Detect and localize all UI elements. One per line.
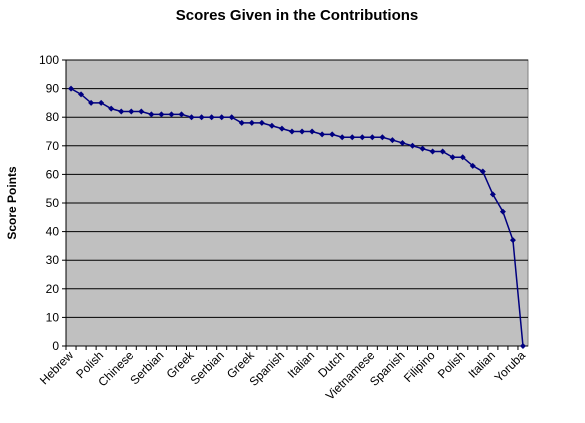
chart-title: Scores Given in the Contributions [176,7,419,24]
data-point [68,85,75,92]
x-tick-label: Italian [285,348,318,381]
data-point [248,119,255,126]
data-point [78,91,85,98]
data-point [138,108,145,115]
data-point [459,154,466,161]
data-point [218,114,225,121]
data-point [359,134,366,141]
y-tick-label: 30 [46,253,60,267]
data-point [419,145,426,152]
data-point [188,114,195,121]
data-point [369,134,376,141]
data-point [329,131,336,138]
data-point [499,208,506,215]
data-point [389,137,396,144]
data-point [309,128,316,135]
data-point [268,122,275,129]
data-point [288,128,295,135]
data-point [509,237,516,244]
data-point [349,134,356,141]
data-point [128,108,135,115]
data-point [489,191,496,198]
data-point [409,142,416,149]
data-point [238,119,245,126]
x-tick-label: Hebrew [37,348,76,387]
data-point [108,105,115,112]
data-point [168,111,175,118]
data-point [258,119,265,126]
data-point [98,99,105,106]
data-point [88,99,95,106]
data-point [158,111,165,118]
y-tick-label: 10 [46,310,60,324]
data-point [278,125,285,132]
y-tick-label: 70 [46,139,60,153]
y-tick-label: 40 [46,225,60,239]
y-tick-label: 90 [46,82,60,96]
y-tick-label: 100 [39,53,59,67]
y-axis-title: Score Points [5,166,19,240]
data-point [479,168,486,175]
data-point [379,134,386,141]
y-tick-label: 20 [46,282,60,296]
x-tick-label: Yoruba [492,348,529,385]
data-point [198,114,205,121]
data-point [208,114,215,121]
y-tick-label: 0 [52,339,59,353]
data-point [178,111,185,118]
data-point [148,111,155,118]
data-point [449,154,456,161]
data-point [519,343,526,349]
x-tick-label: Polish [435,348,468,381]
y-tick-label: 60 [46,167,60,181]
y-tick-label: 50 [46,196,60,210]
x-tick-label: Filipino [401,348,438,385]
data-point [319,131,326,138]
data-point [439,148,446,155]
data-point [228,114,235,121]
x-tick-label: Serbian [188,348,227,387]
data-point [469,162,476,169]
y-tick-label: 80 [46,110,60,124]
data-point [339,134,346,141]
series-line [70,87,524,347]
data-point [299,128,306,135]
data-point [118,108,125,115]
x-tick-label: Serbian [127,348,166,387]
data-point [399,139,406,146]
data-point [429,148,436,155]
